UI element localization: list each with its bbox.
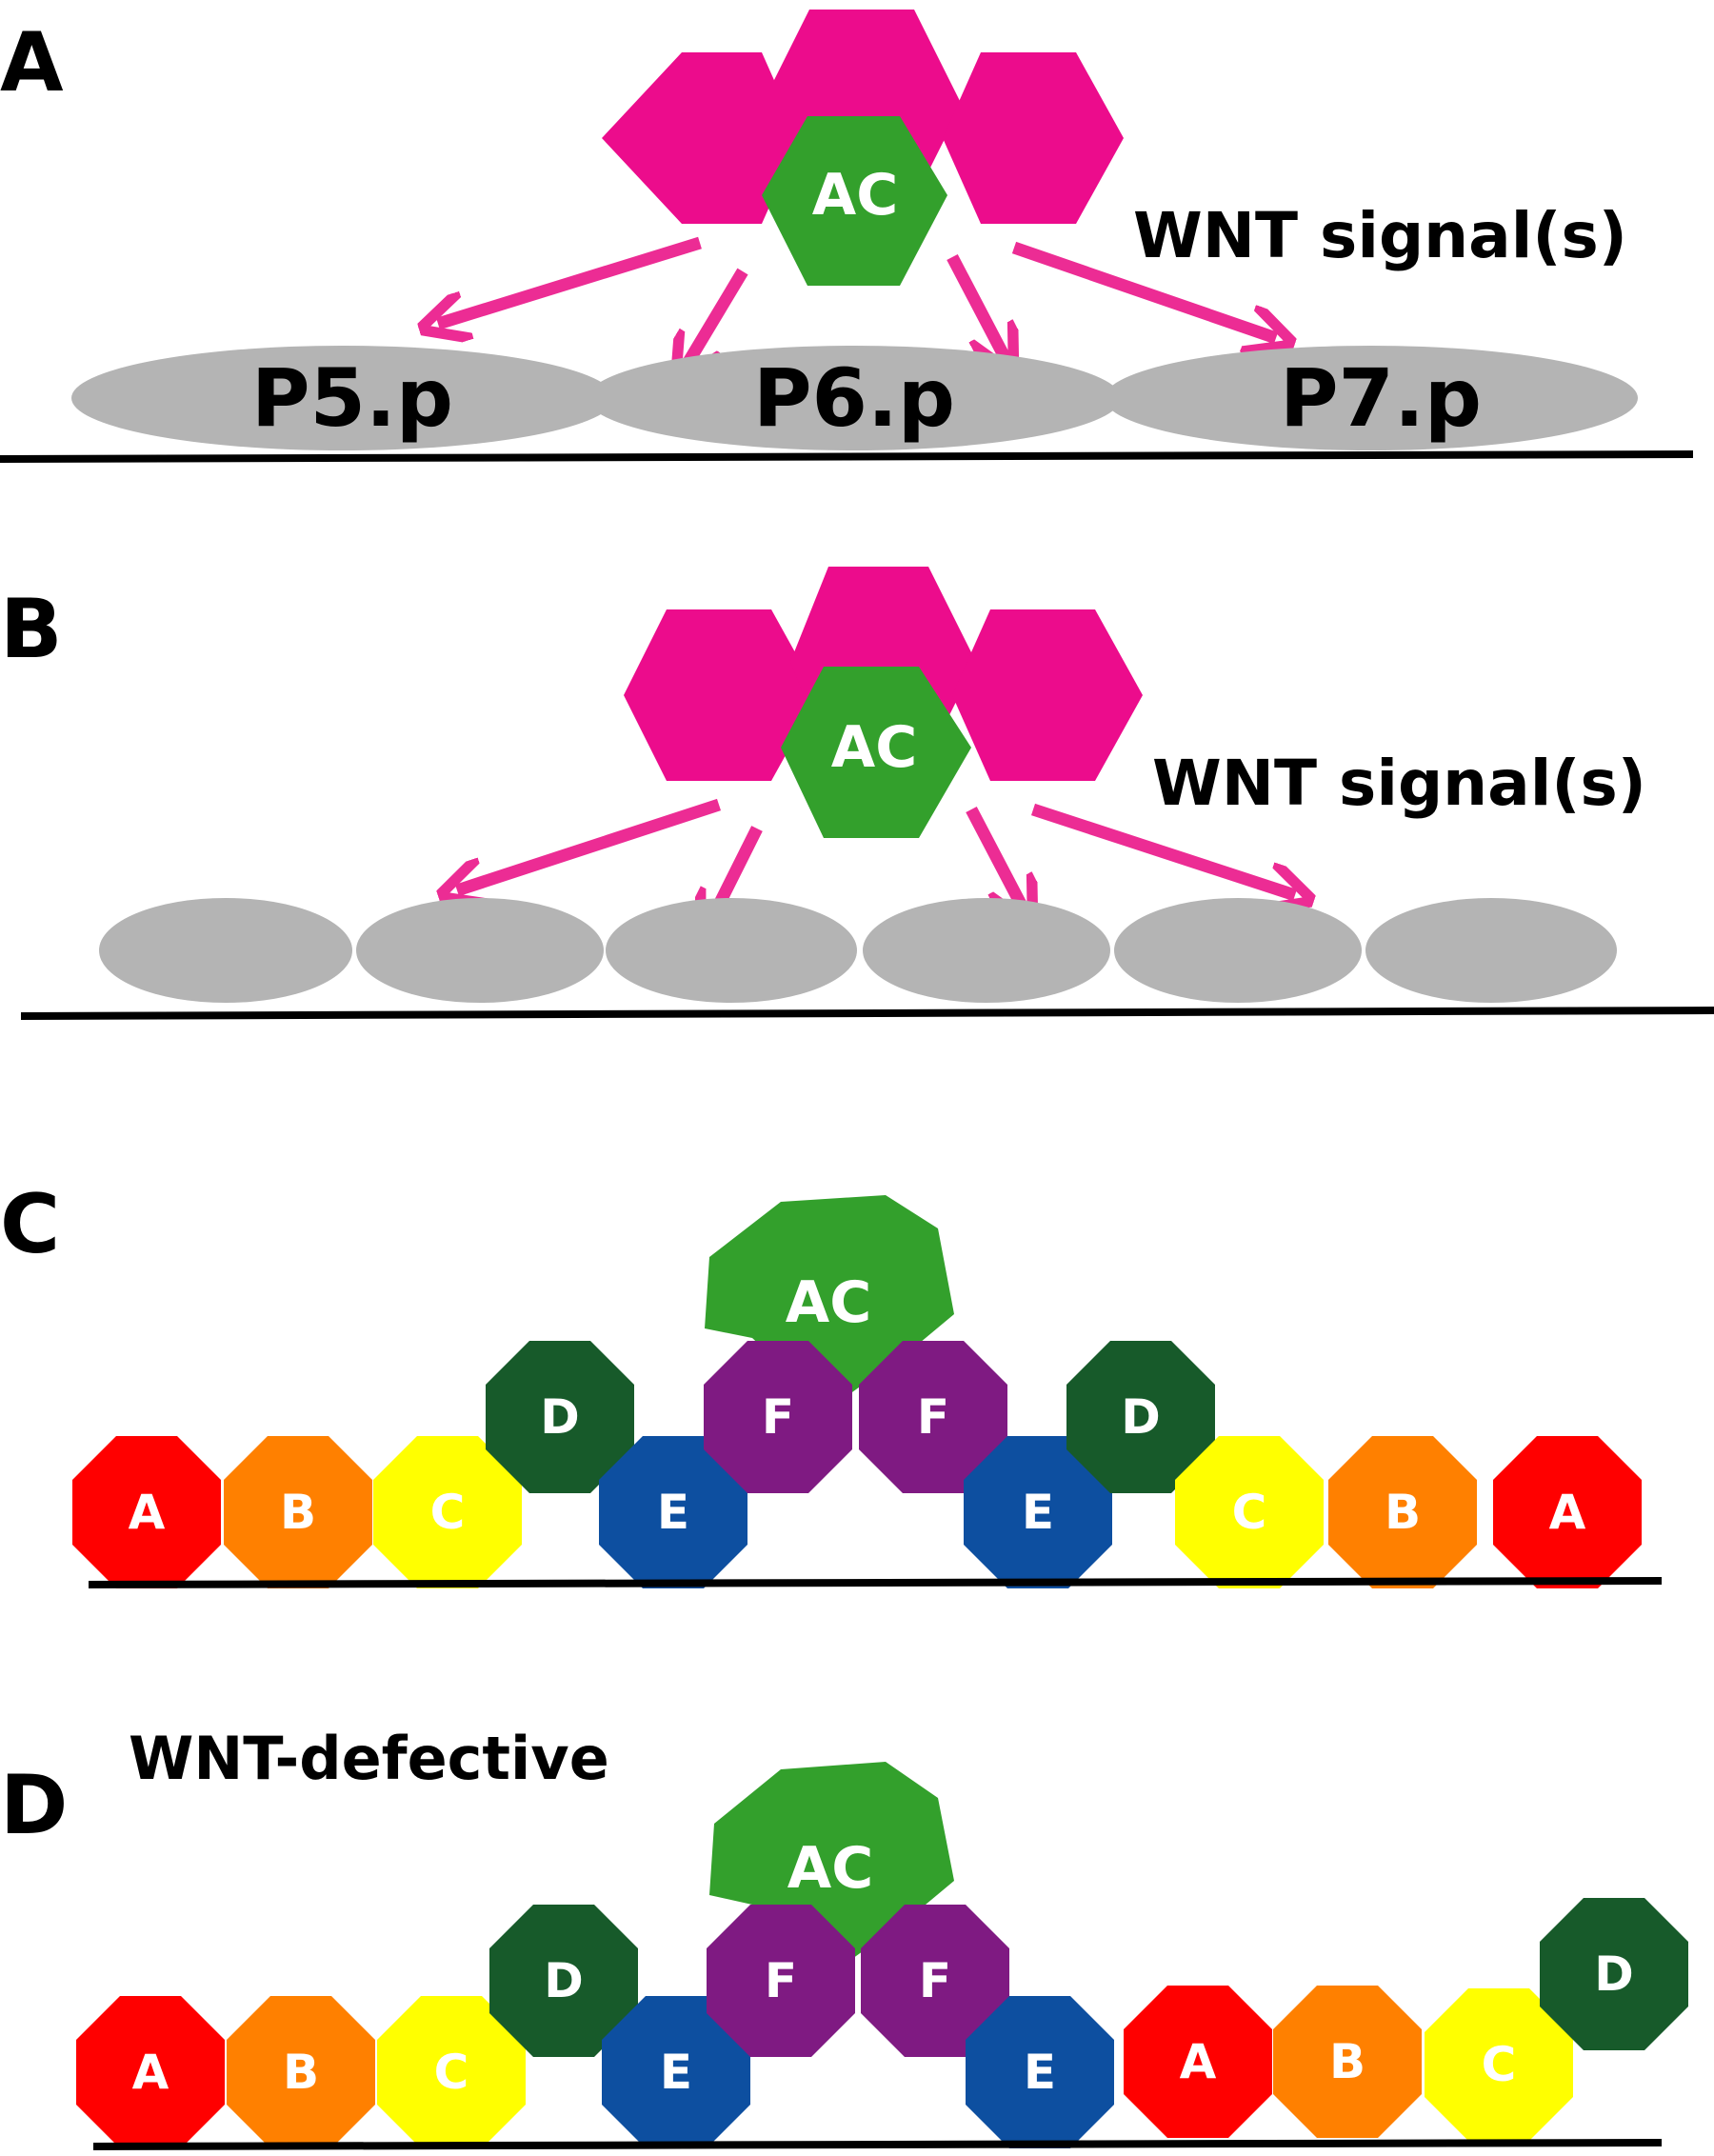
- gonad-cell: [624, 609, 819, 781]
- signal-arrow: [686, 268, 748, 367]
- baseline: [92, 2139, 1663, 2150]
- svg-text:F: F: [765, 1953, 797, 2008]
- svg-text:E: E: [657, 1485, 689, 1540]
- baseline: [88, 1577, 1663, 1588]
- vpc-cell: [99, 898, 352, 1003]
- fate-cell-c: C: [1175, 1436, 1324, 1588]
- svg-text:F: F: [917, 1389, 949, 1445]
- fate-cell-e: E: [966, 1996, 1114, 2148]
- fate-cell-b: B: [224, 1436, 372, 1588]
- gonad-cell: [602, 52, 800, 224]
- panel-b: B AC WNT signal(s): [0, 567, 1714, 1020]
- vpc-row: [99, 898, 1617, 1003]
- vpc-cell: [863, 898, 1110, 1003]
- gonad-cell: [943, 52, 1124, 224]
- anchor-cell-label: AC: [812, 162, 898, 229]
- signal-arrow: [1030, 803, 1295, 895]
- panel-b-letter: B: [0, 582, 63, 677]
- panel-a-letter: A: [0, 15, 64, 110]
- fate-cell-e: E: [599, 1436, 747, 1588]
- panel-a: A AC WNT signal(s) P5.p P6.p P7.p: [0, 10, 1694, 463]
- signal-arrow: [947, 253, 1005, 357]
- signal-arrow: [1011, 241, 1276, 338]
- gonad-cell: [952, 609, 1143, 781]
- svg-text:B: B: [1329, 2034, 1365, 2089]
- fate-cell-c: C: [1425, 1988, 1573, 2141]
- panel-c-letter: C: [0, 1177, 60, 1272]
- vpc-cell: [1114, 898, 1362, 1003]
- fate-cell-b: B: [1273, 1986, 1422, 2138]
- vpc-cell: [1105, 346, 1638, 450]
- anchor-cell-label: AC: [831, 714, 917, 781]
- vpc-label: P6.p: [753, 351, 955, 445]
- svg-text:D: D: [540, 1389, 580, 1445]
- fate-cell-b: B: [1328, 1436, 1477, 1588]
- svg-text:D: D: [1121, 1389, 1161, 1445]
- anchor-cell: [762, 116, 947, 286]
- fate-cell-d: D: [1066, 1341, 1215, 1493]
- fate-cell-d: D: [489, 1905, 638, 2057]
- svg-text:A: A: [1549, 1485, 1586, 1540]
- svg-text:B: B: [1385, 1485, 1421, 1540]
- svg-text:F: F: [919, 1953, 951, 2008]
- svg-text:A: A: [129, 1485, 166, 1540]
- vpc-cell: [356, 898, 604, 1003]
- fate-cell-c: C: [373, 1436, 522, 1588]
- fate-cell-f: F: [859, 1341, 1007, 1493]
- vpc-cell: [588, 346, 1121, 450]
- svg-text:E: E: [660, 2045, 692, 2100]
- anchor-cell-label: AC: [787, 1835, 873, 1902]
- vpc-label: P5.p: [251, 351, 453, 445]
- fate-cell-c: C: [377, 1996, 526, 2148]
- vpc-cell: [1365, 898, 1617, 1003]
- fate-cell-a: A: [1124, 1986, 1272, 2138]
- fate-cell-a: A: [1493, 1436, 1642, 1588]
- signal-arrow: [966, 806, 1024, 909]
- signal-arrows: [438, 236, 1276, 367]
- panel-c: C A B C D E: [0, 1177, 1663, 1588]
- anchor-cell-label: AC: [786, 1269, 871, 1336]
- fate-cell-e: E: [964, 1436, 1112, 1588]
- fate-cell-d: D: [486, 1341, 634, 1493]
- fate-cell-a: A: [76, 1996, 225, 2148]
- fate-cell-b: B: [227, 1996, 375, 2148]
- vpc-cell: [606, 898, 857, 1003]
- svg-text:C: C: [1482, 2037, 1517, 2092]
- svg-text:A: A: [132, 2045, 169, 2100]
- wnt-signal-label: WNT signal(s): [1133, 199, 1627, 272]
- svg-text:D: D: [1594, 1946, 1634, 2002]
- vpc-row: [71, 346, 1638, 450]
- baseline: [20, 1007, 1714, 1020]
- signal-arrow: [438, 236, 702, 324]
- fate-cells: A B C D E AC F: [72, 1195, 1642, 1588]
- svg-text:E: E: [1022, 1485, 1054, 1540]
- svg-text:A: A: [1180, 2034, 1217, 2089]
- vpc-cell: [71, 346, 614, 450]
- fate-cell-f: F: [707, 1905, 855, 2057]
- signal-arrow: [457, 798, 722, 890]
- svg-text:C: C: [434, 2045, 469, 2100]
- fate-cell-a: A: [72, 1436, 221, 1588]
- fate-cell-d: D: [1540, 1898, 1688, 2050]
- fate-cell-e: E: [602, 1996, 750, 2148]
- svg-text:E: E: [1024, 2045, 1056, 2100]
- svg-text:F: F: [762, 1389, 794, 1445]
- svg-text:D: D: [544, 1953, 584, 2008]
- panel-d: D WNT-defective A B C D E: [0, 1724, 1688, 2150]
- fate-cell-f: F: [704, 1341, 852, 1493]
- svg-text:B: B: [283, 2045, 319, 2100]
- svg-text:C: C: [1232, 1485, 1267, 1540]
- fate-cell-f: F: [861, 1905, 1009, 2057]
- anchor-cell: [781, 667, 971, 838]
- fate-cells: A B C D E AC F: [76, 1762, 1688, 2148]
- vpc-label: P7.p: [1280, 351, 1482, 445]
- svg-text:B: B: [280, 1485, 316, 1540]
- svg-text:C: C: [430, 1485, 466, 1540]
- baseline: [0, 450, 1694, 463]
- panel-d-letter: D: [0, 1758, 68, 1853]
- panel-d-title: WNT-defective: [129, 1724, 609, 1793]
- wnt-signal-label: WNT signal(s): [1152, 747, 1646, 820]
